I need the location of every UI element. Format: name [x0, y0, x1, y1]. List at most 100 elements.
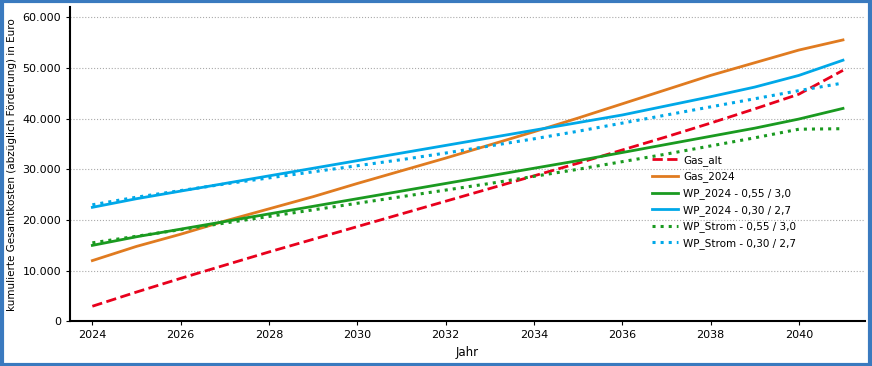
WP_Strom - 0,30 / 2,7	[705, 105, 716, 109]
WP_2024 - 0,55 / 3,0	[617, 150, 628, 155]
Line: WP_2024 - 0,30 / 2,7: WP_2024 - 0,30 / 2,7	[92, 60, 843, 207]
Gas_2024	[220, 219, 230, 223]
WP_2024 - 0,55 / 3,0	[396, 189, 406, 193]
WP_Strom - 0,55 / 3,0	[263, 214, 274, 219]
WP_2024 - 0,30 / 2,7	[308, 166, 318, 171]
WP_2024 - 0,55 / 3,0	[175, 227, 186, 231]
Gas_2024	[132, 244, 142, 249]
Gas_2024	[661, 87, 671, 92]
WP_2024 - 0,30 / 2,7	[661, 104, 671, 108]
WP_Strom - 0,30 / 2,7	[308, 169, 318, 174]
Gas_alt	[661, 135, 671, 139]
Line: WP_2024 - 0,55 / 3,0: WP_2024 - 0,55 / 3,0	[92, 108, 843, 245]
WP_Strom - 0,30 / 2,7	[794, 89, 804, 93]
WP_2024 - 0,30 / 2,7	[440, 143, 451, 147]
WP_2024 - 0,55 / 3,0	[352, 197, 363, 201]
WP_Strom - 0,30 / 2,7	[485, 144, 495, 148]
Gas_2024	[705, 73, 716, 78]
WP_Strom - 0,30 / 2,7	[175, 188, 186, 193]
WP_Strom - 0,30 / 2,7	[440, 151, 451, 155]
WP_2024 - 0,30 / 2,7	[573, 120, 583, 125]
WP_2024 - 0,30 / 2,7	[220, 181, 230, 186]
Line: Gas_alt: Gas_alt	[92, 70, 843, 306]
WP_Strom - 0,55 / 3,0	[175, 227, 186, 232]
Gas_2024	[87, 258, 98, 263]
WP_2024 - 0,55 / 3,0	[263, 212, 274, 216]
Line: WP_Strom - 0,55 / 3,0: WP_Strom - 0,55 / 3,0	[92, 129, 843, 243]
Gas_alt	[132, 290, 142, 294]
Gas_2024	[396, 169, 406, 173]
Gas_alt	[528, 174, 539, 178]
Gas_2024	[308, 194, 318, 199]
WP_2024 - 0,30 / 2,7	[396, 151, 406, 155]
Gas_2024	[485, 143, 495, 147]
X-axis label: Jahr: Jahr	[456, 346, 480, 359]
WP_2024 - 0,30 / 2,7	[132, 197, 142, 201]
Gas_alt	[440, 199, 451, 203]
WP_Strom - 0,55 / 3,0	[749, 136, 760, 140]
WP_Strom - 0,30 / 2,7	[396, 157, 406, 162]
WP_2024 - 0,55 / 3,0	[308, 204, 318, 209]
Gas_alt	[485, 186, 495, 191]
Gas_2024	[263, 207, 274, 211]
WP_Strom - 0,55 / 3,0	[87, 240, 98, 245]
WP_Strom - 0,55 / 3,0	[838, 127, 848, 131]
Gas_alt	[705, 121, 716, 125]
WP_2024 - 0,30 / 2,7	[838, 58, 848, 63]
WP_Strom - 0,55 / 3,0	[617, 160, 628, 164]
WP_2024 - 0,30 / 2,7	[352, 158, 363, 163]
WP_Strom - 0,30 / 2,7	[352, 164, 363, 168]
Gas_2024	[749, 60, 760, 65]
WP_2024 - 0,55 / 3,0	[220, 219, 230, 224]
WP_Strom - 0,55 / 3,0	[308, 208, 318, 212]
WP_2024 - 0,30 / 2,7	[175, 189, 186, 193]
WP_Strom - 0,30 / 2,7	[661, 113, 671, 117]
WP_2024 - 0,55 / 3,0	[573, 158, 583, 163]
Gas_alt	[308, 237, 318, 242]
WP_2024 - 0,30 / 2,7	[705, 94, 716, 99]
WP_Strom - 0,55 / 3,0	[794, 127, 804, 131]
WP_2024 - 0,30 / 2,7	[617, 113, 628, 117]
Gas_alt	[617, 148, 628, 152]
WP_2024 - 0,55 / 3,0	[528, 166, 539, 171]
WP_Strom - 0,55 / 3,0	[132, 234, 142, 238]
Gas_2024	[838, 38, 848, 42]
WP_2024 - 0,55 / 3,0	[661, 142, 671, 147]
WP_2024 - 0,55 / 3,0	[838, 106, 848, 111]
Gas_alt	[220, 263, 230, 267]
WP_Strom - 0,55 / 3,0	[440, 188, 451, 192]
Gas_2024	[794, 48, 804, 52]
WP_Strom - 0,55 / 3,0	[220, 221, 230, 225]
WP_2024 - 0,30 / 2,7	[485, 136, 495, 140]
Gas_alt	[263, 250, 274, 254]
WP_Strom - 0,30 / 2,7	[263, 176, 274, 180]
WP_Strom - 0,30 / 2,7	[573, 129, 583, 134]
WP_2024 - 0,55 / 3,0	[485, 174, 495, 178]
WP_2024 - 0,55 / 3,0	[87, 243, 98, 247]
WP_Strom - 0,55 / 3,0	[396, 194, 406, 199]
WP_Strom - 0,30 / 2,7	[617, 121, 628, 125]
Gas_2024	[617, 102, 628, 106]
WP_2024 - 0,55 / 3,0	[794, 117, 804, 121]
WP_2024 - 0,55 / 3,0	[705, 134, 716, 138]
WP_Strom - 0,30 / 2,7	[528, 137, 539, 141]
Gas_2024	[352, 181, 363, 186]
Gas_alt	[175, 276, 186, 281]
Gas_2024	[528, 130, 539, 134]
Gas_alt	[838, 68, 848, 72]
Gas_alt	[749, 107, 760, 111]
WP_2024 - 0,30 / 2,7	[794, 73, 804, 78]
WP_2024 - 0,30 / 2,7	[528, 128, 539, 132]
WP_2024 - 0,30 / 2,7	[263, 174, 274, 178]
WP_Strom - 0,55 / 3,0	[705, 144, 716, 148]
WP_Strom - 0,30 / 2,7	[132, 195, 142, 199]
WP_Strom - 0,30 / 2,7	[838, 81, 848, 85]
Y-axis label: kumulierte Gesamtkosten (abzüglich Förderung) in Euro: kumulierte Gesamtkosten (abzüglich Förde…	[7, 18, 17, 311]
WP_2024 - 0,55 / 3,0	[440, 181, 451, 186]
WP_Strom - 0,55 / 3,0	[352, 201, 363, 205]
WP_Strom - 0,30 / 2,7	[220, 182, 230, 186]
Gas_2024	[175, 232, 186, 236]
Gas_alt	[794, 92, 804, 96]
Line: Gas_2024: Gas_2024	[92, 40, 843, 261]
Gas_2024	[573, 116, 583, 120]
